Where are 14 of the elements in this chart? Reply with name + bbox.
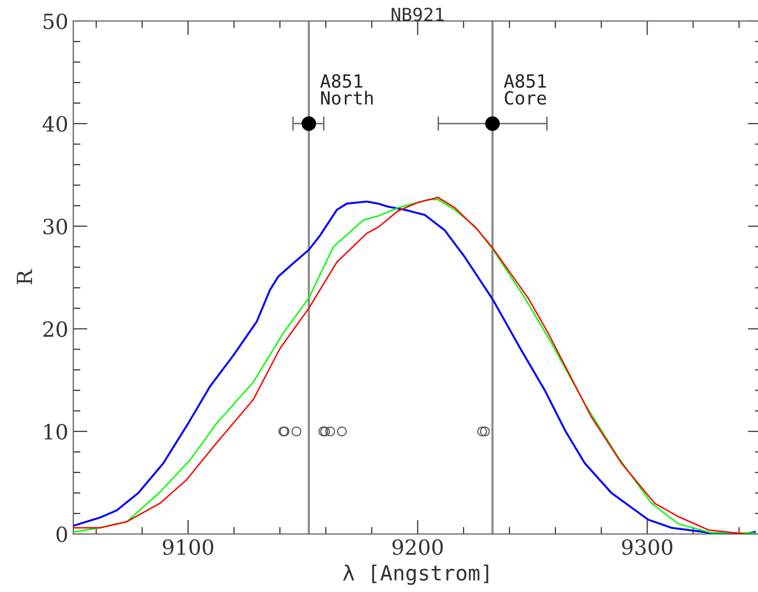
y-tick-label: 40 (42, 116, 68, 132)
x-tick-label: 9100 (162, 539, 214, 555)
x-tick-label: 9200 (392, 539, 443, 555)
y-tick-label: 30 (44, 218, 68, 234)
chart-title: NB921 (392, 8, 444, 22)
y-axis-title: R (16, 269, 32, 284)
y-tick-label: 50 (44, 13, 68, 30)
ref-line-label: A851 Core (504, 74, 546, 105)
x-axis-title: λ [Angstrom] (343, 564, 488, 585)
ref-line-label: A851 North (320, 74, 373, 105)
y-tick-label: 0 (56, 526, 68, 542)
y-tick-label: 20 (43, 321, 68, 338)
x-tick-label: 9300 (622, 539, 672, 555)
y-tick-label: 10 (44, 424, 68, 440)
